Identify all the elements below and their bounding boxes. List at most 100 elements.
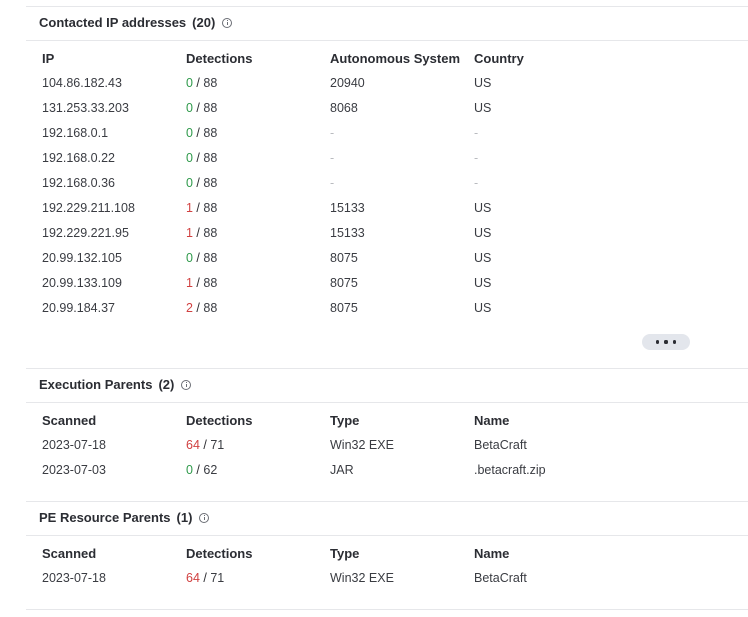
detections-positives: 0	[186, 463, 193, 477]
table-row: 192.229.221.95 1 / 88 15133 US	[0, 226, 748, 251]
detections-positives: 0	[186, 101, 193, 115]
scanned-date: 2023-07-03	[42, 463, 106, 477]
detections-total: 88	[203, 276, 218, 290]
detections-cell: 1 / 88	[186, 201, 218, 215]
detections-positives: 64	[186, 571, 200, 585]
column-header: Country	[474, 51, 524, 66]
divider	[26, 535, 748, 536]
country: US	[474, 101, 492, 115]
detections-positives: 0	[186, 126, 193, 140]
detections-total: 88	[203, 301, 218, 315]
scanned-date: 2023-07-18	[42, 571, 106, 585]
detections-total: 88	[203, 176, 218, 190]
autonomous-system: 20940	[330, 76, 365, 90]
table-row: 20.99.133.109 1 / 88 8075 US	[0, 276, 748, 301]
ip-address-link[interactable]: 20.99.133.109	[42, 276, 122, 290]
detections-total: 88	[203, 76, 218, 90]
detections-positives: 0	[186, 251, 193, 265]
execution-parents-table: Scanned Detections Type Name 2023-07-18 6…	[0, 413, 748, 488]
detections-positives: 0	[186, 151, 193, 165]
table-row: 2023-07-18 64 / 71 Win32 EXE BetaCraft	[0, 438, 748, 463]
section-count: (1)	[176, 510, 193, 525]
section-title-label: Contacted IP addresses	[39, 15, 187, 30]
ip-address-link[interactable]: 192.168.0.1	[42, 126, 109, 140]
table-header: IP Detections Autonomous System Country	[0, 51, 748, 76]
ip-address-link[interactable]: 20.99.132.105	[42, 251, 122, 265]
detections-positives: 0	[186, 176, 193, 190]
autonomous-system: 8075	[330, 301, 358, 315]
table-row: 192.168.0.1 0 / 88 - -	[0, 126, 748, 151]
table-row: 20.99.184.37 2 / 88 8075 US	[0, 301, 748, 326]
column-header: Type	[330, 546, 360, 561]
detections-total: 88	[203, 101, 218, 115]
section-title-execution-parents: Execution Parents (2)	[39, 377, 192, 392]
column-header: Scanned	[42, 413, 97, 428]
column-header: Autonomous System	[330, 51, 461, 66]
section-title-contacted-ips: Contacted IP addresses (20)	[39, 15, 233, 30]
section-title-pe-resource-parents: PE Resource Parents (1)	[39, 510, 210, 525]
detections-total: 88	[203, 151, 218, 165]
detections-positives: 64	[186, 438, 200, 452]
autonomous-system: 8068	[330, 101, 358, 115]
file-name-link[interactable]: BetaCraft	[474, 438, 527, 452]
divider	[26, 40, 748, 41]
detections-cell: 0 / 88	[186, 76, 218, 90]
table-row: 104.86.182.43 0 / 88 20940 US	[0, 76, 748, 101]
info-icon[interactable]	[181, 379, 192, 390]
info-icon[interactable]	[199, 512, 210, 523]
table-header: Scanned Detections Type Name	[0, 546, 748, 571]
detections-total: 62	[203, 463, 218, 477]
file-type: Win32 EXE	[330, 571, 394, 585]
country: US	[474, 226, 492, 240]
column-header: IP	[42, 51, 55, 66]
table-row: 192.168.0.22 0 / 88 - -	[0, 151, 748, 176]
contacted-ips-table: IP Detections Autonomous System Country …	[0, 51, 748, 326]
detections-cell: 1 / 88	[186, 226, 218, 240]
ip-address-link[interactable]: 192.168.0.36	[42, 176, 115, 190]
table-row: 2023-07-18 64 / 71 Win32 EXE BetaCraft	[0, 571, 748, 596]
section-count: (2)	[158, 377, 175, 392]
info-icon[interactable]	[222, 17, 233, 28]
ip-address-link[interactable]: 104.86.182.43	[42, 76, 122, 90]
ip-address-link[interactable]: 131.253.33.203	[42, 101, 129, 115]
country: -	[474, 151, 479, 165]
ip-address-link[interactable]: 192.229.211.108	[42, 201, 135, 215]
ip-address-link[interactable]: 20.99.184.37	[42, 301, 115, 315]
autonomous-system: 15133	[330, 201, 365, 215]
detections-cell: 64 / 71	[186, 571, 225, 585]
detections-cell: 0 / 88	[186, 101, 218, 115]
country: US	[474, 251, 492, 265]
pe-resource-parents-table: Scanned Detections Type Name 2023-07-18 6…	[0, 546, 748, 596]
autonomous-system: -	[330, 176, 335, 190]
divider	[26, 402, 748, 403]
autonomous-system: 15133	[330, 226, 365, 240]
autonomous-system: -	[330, 126, 335, 140]
ip-address-link[interactable]: 192.168.0.22	[42, 151, 115, 165]
file-name-link[interactable]: .betacraft.zip	[474, 463, 546, 477]
more-dots-icon[interactable]	[642, 334, 690, 350]
detections-cell: 0 / 88	[186, 126, 218, 140]
detections-total: 88	[203, 226, 218, 240]
detections-total: 71	[210, 438, 225, 452]
scanned-date: 2023-07-18	[42, 438, 106, 452]
country: US	[474, 301, 492, 315]
table-header: Scanned Detections Type Name	[0, 413, 748, 438]
detections-total: 71	[210, 571, 225, 585]
detections-total: 88	[203, 201, 218, 215]
ip-address-link[interactable]: 192.229.221.95	[42, 226, 129, 240]
file-type: JAR	[330, 463, 354, 477]
divider	[26, 609, 748, 610]
detections-cell: 0 / 62	[186, 463, 218, 477]
detections-cell: 2 / 88	[186, 301, 218, 315]
file-name-link[interactable]: BetaCraft	[474, 571, 527, 585]
section-title-label: Execution Parents	[39, 377, 153, 392]
table-row: 192.229.211.108 1 / 88 15133 US	[0, 201, 748, 226]
table-row: 2023-07-03 0 / 62 JAR .betacraft.zip	[0, 463, 748, 488]
divider	[26, 368, 748, 369]
file-type: Win32 EXE	[330, 438, 394, 452]
detections-cell: 0 / 88	[186, 251, 218, 265]
country: -	[474, 126, 479, 140]
detections-positives: 1	[186, 276, 193, 290]
detections-positives: 1	[186, 226, 193, 240]
column-header: Detections	[186, 413, 253, 428]
